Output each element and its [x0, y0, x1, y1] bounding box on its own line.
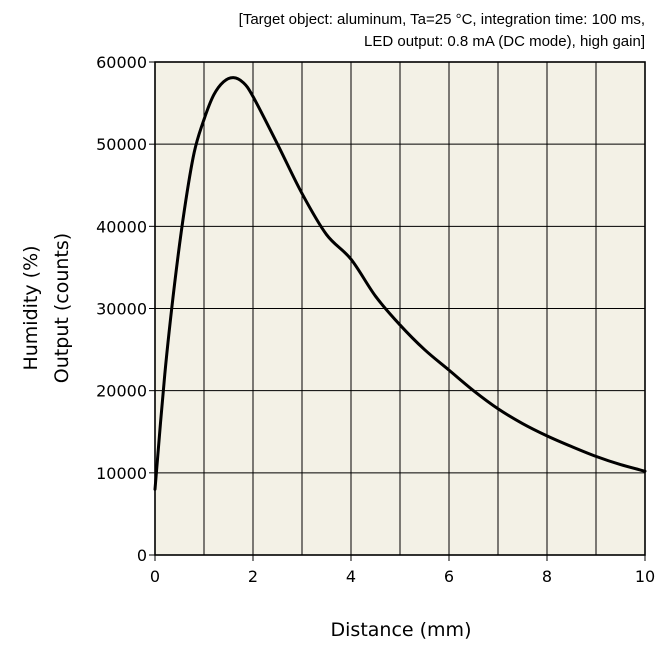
x-axis-ticks: 0 2 4 6 8 10: [150, 555, 655, 586]
y-tick-label: 60000: [96, 53, 147, 72]
x-tick-label: 2: [248, 567, 258, 586]
y-tick-label: 20000: [96, 382, 147, 401]
y-tick-label: 50000: [96, 135, 147, 154]
y-tick-label: 30000: [96, 300, 147, 319]
x-tick-label: 8: [542, 567, 552, 586]
y-tick-label: 10000: [96, 464, 147, 483]
x-tick-label: 0: [150, 567, 160, 586]
y-tick-label: 40000: [96, 217, 147, 236]
x-axis-label: Distance (mm): [331, 619, 472, 641]
grid: [155, 62, 645, 555]
x-tick-label: 10: [635, 567, 655, 586]
annotation-line-1: [Target object: aluminum, Ta=25 °C, inte…: [239, 11, 645, 28]
chart-annotation: [Target object: aluminum, Ta=25 °C, inte…: [239, 11, 645, 50]
y-axis-ticks: 0 10000 20000 30000 40000 50000 60000: [96, 53, 155, 565]
x-tick-label: 4: [346, 567, 356, 586]
series-line: [153, 76, 647, 491]
y-axis-label-line-1: Humidity (%): [20, 245, 42, 370]
series-layer: [153, 76, 647, 491]
y-axis-label-line-2: Output (counts): [51, 233, 73, 383]
x-tick-label: 6: [444, 567, 454, 586]
y-tick-label: 0: [137, 546, 147, 565]
annotation-line-2: LED output: 0.8 mA (DC mode), high gain]: [364, 33, 645, 50]
